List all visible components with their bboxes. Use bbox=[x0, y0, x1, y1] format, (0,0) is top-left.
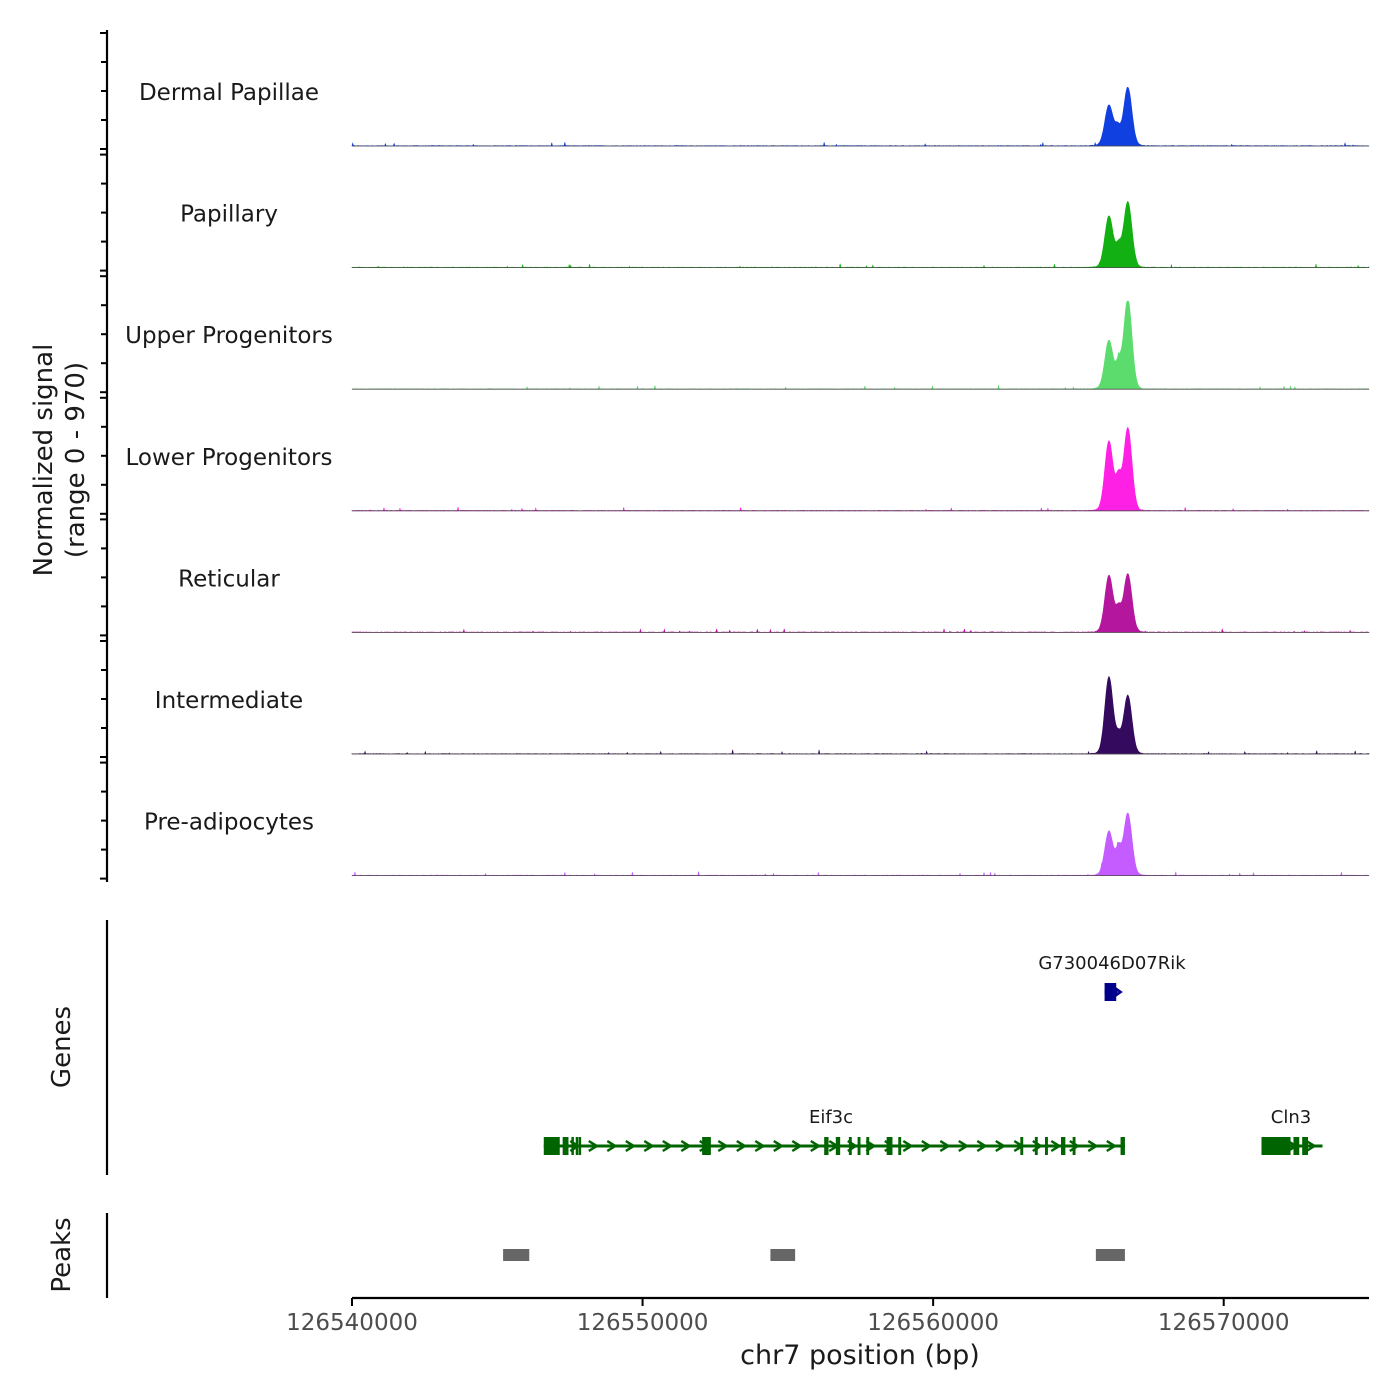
strand-arrow bbox=[1305, 1139, 1317, 1153]
peak-region-1 bbox=[770, 1249, 796, 1261]
strand-arrow bbox=[754, 1139, 766, 1153]
track-pre-adipocytes: Pre-adipocytes bbox=[144, 810, 1370, 877]
gene-exon bbox=[835, 1137, 841, 1155]
gene-exon bbox=[1045, 1137, 1048, 1155]
gene-exon bbox=[1060, 1137, 1066, 1155]
strand-arrow bbox=[1087, 1139, 1099, 1153]
track-signal-area bbox=[351, 573, 1370, 633]
track-label: Reticular bbox=[178, 566, 280, 592]
x-axis-title: chr7 position (bp) bbox=[740, 1340, 980, 1371]
gene-exon bbox=[857, 1137, 861, 1155]
signal-y-axis-ticks bbox=[100, 32, 107, 880]
track-label: Papillary bbox=[180, 202, 278, 228]
strand-arrow bbox=[662, 1139, 674, 1153]
strand-arrow bbox=[1106, 1139, 1118, 1153]
gene-g730046d07rik: G730046D07Rik bbox=[1038, 953, 1186, 1001]
gene-exon bbox=[1302, 1137, 1308, 1155]
y-axis-title-line1: Normalized signal bbox=[29, 344, 59, 577]
track-signal-area bbox=[351, 812, 1370, 877]
gene-exon bbox=[1120, 1137, 1125, 1155]
track-signal-area bbox=[351, 675, 1370, 755]
strand-arrow bbox=[736, 1139, 748, 1153]
peak-region-2 bbox=[1095, 1249, 1125, 1261]
strand-arrow bbox=[643, 1139, 655, 1153]
gene-exon bbox=[578, 1137, 582, 1155]
gene-label: G730046D07Rik bbox=[1038, 953, 1186, 974]
gene-exon bbox=[1104, 983, 1117, 1001]
gene-exon bbox=[848, 1137, 852, 1155]
strand-arrow bbox=[588, 1139, 600, 1153]
track-label: Dermal Papillae bbox=[139, 80, 319, 106]
gene-exon bbox=[898, 1137, 902, 1155]
strand-arrow bbox=[625, 1139, 637, 1153]
gene-exon bbox=[702, 1137, 711, 1155]
signal-tracks: Dermal Papillae Papillary Upper Progenitor… bbox=[125, 80, 1370, 877]
strand-arrow bbox=[995, 1139, 1007, 1153]
track-label: Pre-adipocytes bbox=[144, 810, 314, 836]
genes-panel-title: Genes bbox=[47, 1006, 77, 1088]
track-label: Lower Progenitors bbox=[126, 445, 333, 471]
genes-panel: G730046D07Rik Eif3c Cln3 bbox=[543, 953, 1323, 1155]
gene-exon bbox=[1293, 1137, 1300, 1155]
strand-arrow bbox=[773, 1139, 785, 1153]
gene-exon bbox=[1261, 1137, 1291, 1155]
gene-label: Eif3c bbox=[809, 1107, 853, 1128]
gene-exon bbox=[575, 1137, 579, 1155]
track-dermal-papillae: Dermal Papillae bbox=[139, 80, 1370, 147]
track-signal-area bbox=[351, 86, 1370, 147]
strand-arrow bbox=[939, 1139, 951, 1153]
track-papillary: Papillary bbox=[180, 200, 1370, 269]
strand-arrow bbox=[902, 1139, 914, 1153]
gene-cln3: Cln3 bbox=[1261, 1107, 1323, 1155]
y-axis-title-line2: (range 0 - 970) bbox=[61, 362, 91, 558]
strand-arrow bbox=[606, 1139, 618, 1153]
track-label: Upper Progenitors bbox=[125, 323, 333, 349]
peaks-panel bbox=[503, 1249, 1125, 1261]
gene-exon bbox=[1020, 1137, 1024, 1155]
strand-arrow bbox=[1050, 1139, 1062, 1153]
strand-arrow bbox=[976, 1139, 988, 1153]
gene-exon bbox=[1034, 1137, 1038, 1155]
gene-exon bbox=[886, 1137, 893, 1155]
track-upper-progenitors: Upper Progenitors bbox=[125, 300, 1370, 390]
track-intermediate: Intermediate bbox=[155, 675, 1370, 755]
y-axis-title-group: Normalized signal (range 0 - 970) bbox=[29, 344, 91, 577]
track-signal-area bbox=[351, 426, 1370, 512]
strand-arrow bbox=[717, 1139, 729, 1153]
gene-exon bbox=[571, 1137, 574, 1155]
track-reticular: Reticular bbox=[178, 566, 1370, 633]
gene-eif3c: Eif3c bbox=[543, 1107, 1125, 1155]
strand-arrow bbox=[1069, 1139, 1081, 1153]
gene-exon bbox=[1072, 1137, 1076, 1155]
strand-arrow bbox=[680, 1139, 692, 1153]
gene-exon bbox=[866, 1137, 870, 1155]
gene-label: Cln3 bbox=[1271, 1107, 1311, 1128]
strand-arrow bbox=[810, 1139, 822, 1153]
peaks-panel-title: Peaks bbox=[47, 1217, 77, 1292]
track-signal-area bbox=[351, 200, 1370, 269]
track-signal-area bbox=[351, 300, 1370, 390]
strand-arrow bbox=[958, 1139, 970, 1153]
gene-exon bbox=[824, 1137, 829, 1155]
track-lower-progenitors: Lower Progenitors bbox=[126, 426, 1370, 512]
gene-exon bbox=[562, 1137, 569, 1155]
x-tick-label: 126550000 bbox=[577, 1310, 709, 1336]
gene-exon bbox=[543, 1137, 560, 1155]
x-tick-label: 126540000 bbox=[286, 1310, 418, 1336]
track-label: Intermediate bbox=[155, 688, 303, 714]
strand-arrow bbox=[791, 1139, 803, 1153]
x-tick-label: 126560000 bbox=[867, 1310, 999, 1336]
x-axis-ticks: 126540000 126550000 126560000 126570000 bbox=[286, 1298, 1290, 1336]
strand-arrow bbox=[921, 1139, 933, 1153]
peak-region-0 bbox=[503, 1249, 530, 1261]
x-tick-label: 126570000 bbox=[1158, 1310, 1290, 1336]
